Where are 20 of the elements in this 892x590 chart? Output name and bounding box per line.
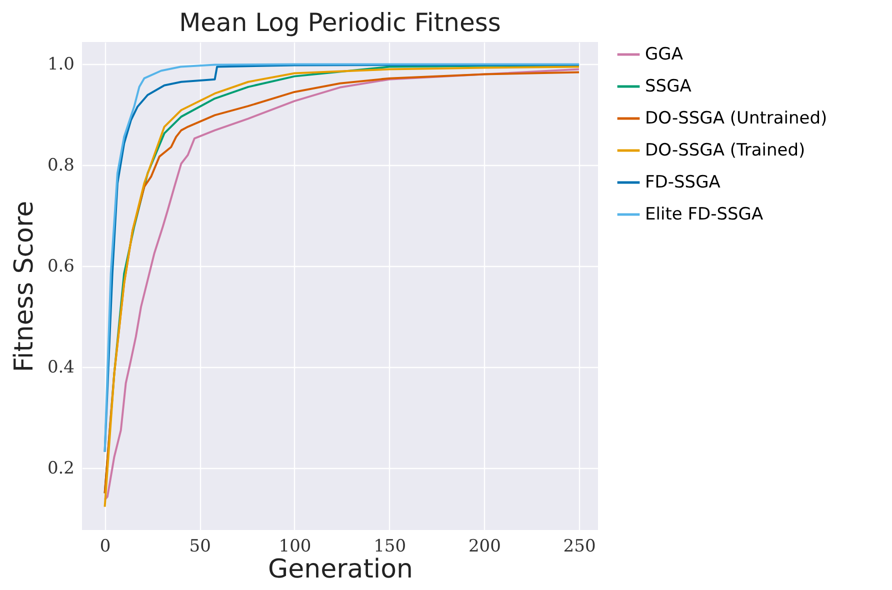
chart-title: Mean Log Periodic Fitness bbox=[179, 8, 501, 37]
x-tick-label: 200 bbox=[468, 536, 501, 556]
y-tick-label: 0.2 bbox=[47, 458, 74, 478]
y-tick-label: 1.0 bbox=[47, 54, 74, 75]
legend-label: FD-SSGA bbox=[645, 172, 721, 192]
x-tick-label: 50 bbox=[189, 536, 211, 556]
legend-label: Elite FD-SSGA bbox=[645, 204, 764, 224]
legend-label: SSGA bbox=[645, 76, 692, 96]
y-tick-label: 0.8 bbox=[47, 156, 74, 176]
legend-label: DO-SSGA (Untrained) bbox=[645, 108, 828, 128]
x-tick-label: 250 bbox=[563, 536, 596, 556]
legend-label: DO-SSGA (Trained) bbox=[645, 140, 806, 160]
x-tick-label: 150 bbox=[374, 536, 406, 556]
x-tick-label: 0 bbox=[100, 536, 111, 556]
y-tick-label: 0.4 bbox=[47, 357, 74, 378]
x-axis-title: Generation bbox=[268, 554, 414, 584]
y-axis-title: Fitness Score bbox=[9, 200, 40, 372]
x-tick-label: 100 bbox=[278, 536, 312, 556]
y-tick-label: 0.6 bbox=[47, 256, 74, 277]
legend-label: GGA bbox=[645, 44, 684, 64]
